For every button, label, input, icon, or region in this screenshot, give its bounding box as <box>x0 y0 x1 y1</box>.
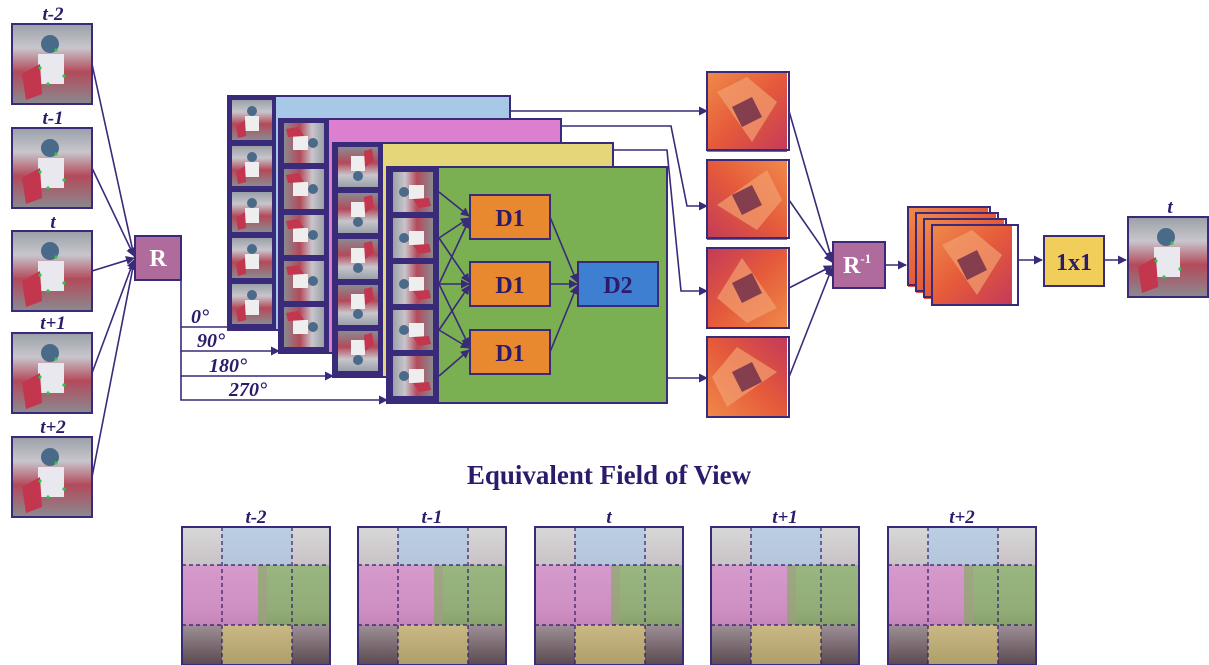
fov-frames: t-2 t-1 t t+1 t+2 <box>181 507 1037 665</box>
panel-to-featuremap-arrows <box>510 106 708 383</box>
fov-frame-border <box>887 526 1037 665</box>
d1-block-middle: D1 <box>469 261 551 307</box>
fov-region-yellow <box>751 625 821 665</box>
fov-frame-t: t <box>534 507 684 665</box>
fov-region-pink <box>182 565 267 625</box>
feature-map-icon <box>931 224 1019 306</box>
inverse-rotation-box: R-1 <box>832 241 886 289</box>
fov-frame-label: t <box>606 507 612 528</box>
fov-region-green <box>611 565 683 625</box>
angle-label-270: 270° <box>228 379 267 401</box>
d1-label: D1 <box>495 341 524 367</box>
skier-noisy-frame-icon <box>12 24 92 104</box>
thumb-strip-0deg <box>228 96 276 330</box>
fov-region-green <box>434 565 506 625</box>
fov-region-blue <box>751 527 821 565</box>
fov-region-green <box>258 565 330 625</box>
conv-1x1-box: 1x1 <box>1043 235 1105 287</box>
fov-frame-t-1: t-1 <box>357 507 507 665</box>
d2-label: D2 <box>603 273 632 299</box>
fov-frame-border <box>534 526 684 665</box>
output-frame: t <box>1127 197 1209 298</box>
input-frame-t-1: t-1 <box>11 108 93 209</box>
angle-label-90: 90° <box>197 330 225 352</box>
d1-to-d2-arrows <box>549 216 579 353</box>
frame-label: t <box>50 212 56 233</box>
input-frames: t-2 t-1 t t+1 t+2 <box>11 4 93 518</box>
fov-frame-label: t+1 <box>772 507 798 528</box>
rotation-box-label: R <box>149 246 167 272</box>
thumb-strip-270deg <box>387 167 439 403</box>
skier-noisy-frame-icon <box>12 333 92 413</box>
d1-blocks: D1 D1 D1 <box>469 194 551 375</box>
fov-frame-border <box>181 526 331 665</box>
fov-frame-t+2: t+2 <box>887 507 1037 665</box>
feature-map-icon <box>706 336 790 418</box>
input-frame-t: t <box>11 212 93 312</box>
fov-region-blue <box>222 527 292 565</box>
feature-map-icon <box>706 159 790 240</box>
thumb-strip-180deg <box>333 143 383 377</box>
fov-frame-label: t+2 <box>949 507 975 528</box>
fov-title: Equivalent Field of View <box>467 460 752 490</box>
input-frame-t-2: t-2 <box>11 4 93 105</box>
feature-map-icon <box>706 71 790 152</box>
rotation-routing: 0° 90° 180° 270° <box>180 258 388 405</box>
input-frame-t+1: t+1 <box>11 313 93 414</box>
fov-frame-border <box>357 526 507 665</box>
fov-region-pink <box>535 565 620 625</box>
fov-region-yellow <box>222 625 292 665</box>
fov-frame-t+1: t+1 <box>710 507 860 665</box>
d1-block-bottom: D1 <box>469 329 551 375</box>
skier-denoised-frame-icon <box>1128 217 1208 297</box>
fov-region-pink <box>358 565 443 625</box>
skier-noisy-frame-icon <box>12 231 92 311</box>
frame-label: t-1 <box>42 108 63 129</box>
conv-label: 1x1 <box>1056 250 1092 276</box>
frame-label: t+2 <box>40 417 66 438</box>
fov-region-yellow <box>575 625 645 665</box>
fov-frame-label: t-2 <box>245 507 267 528</box>
fov-frame-t-2: t-2 <box>181 507 331 665</box>
thumb-strip-90deg <box>279 119 329 353</box>
feature-maps <box>706 71 790 418</box>
inverse-rotation-label: R-1 <box>843 251 871 279</box>
angle-label-180: 180° <box>209 355 247 377</box>
aligned-feature-stack <box>907 206 1019 306</box>
feature-map-icon <box>706 247 790 329</box>
fov-region-pink <box>888 565 973 625</box>
fov-region-blue <box>398 527 468 565</box>
fov-frame-label: t-1 <box>421 507 442 528</box>
frame-label: t-2 <box>42 4 64 25</box>
thumb-to-d1-arrows <box>438 191 470 377</box>
frame-label: t+1 <box>40 313 66 334</box>
d1-block-top: D1 <box>469 194 551 240</box>
fov-region-yellow <box>928 625 998 665</box>
angle-label-0: 0° <box>191 306 209 328</box>
d1-label: D1 <box>495 273 524 299</box>
output-label: t <box>1167 197 1173 218</box>
fov-region-yellow <box>398 625 468 665</box>
skier-noisy-frame-icon <box>12 437 92 517</box>
input-frame-t+2: t+2 <box>11 417 93 518</box>
fov-frame-border <box>710 526 860 665</box>
d1-label: D1 <box>495 206 524 232</box>
fov-region-blue <box>575 527 645 565</box>
fov-region-green <box>964 565 1036 625</box>
input-to-r-arrows <box>91 63 137 478</box>
skier-noisy-frame-icon <box>12 128 92 208</box>
d2-block: D2 <box>577 261 659 307</box>
fov-region-green <box>787 565 859 625</box>
rotation-box: R <box>134 235 182 281</box>
fov-region-blue <box>928 527 998 565</box>
featuremap-to-rinv-arrows <box>788 110 835 378</box>
fov-region-pink <box>711 565 796 625</box>
